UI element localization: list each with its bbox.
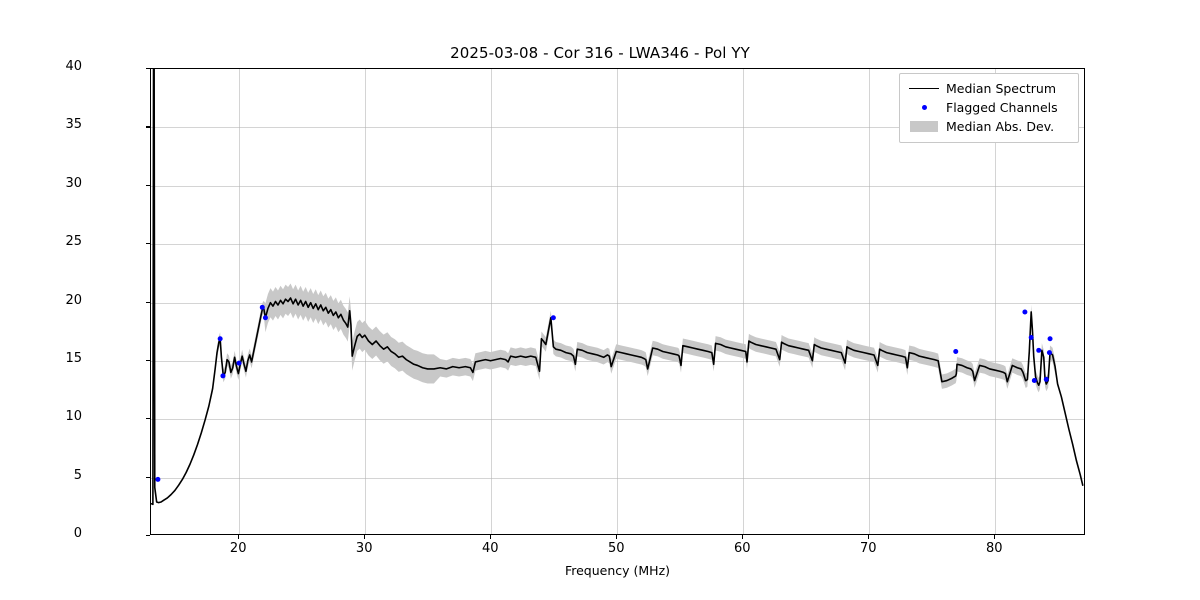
flagged-channel-dot[interactable]: [953, 348, 959, 354]
flagged-channel-dot[interactable]: [1047, 336, 1053, 342]
line-swatch-icon: [907, 79, 941, 98]
legend-item-median-spectrum: Median Spectrum: [907, 79, 1071, 98]
legend-item-flagged-channels: Flagged Channels: [907, 98, 1071, 117]
gridline-vertical: [239, 69, 241, 534]
grid-layer: [151, 69, 1084, 534]
y-tick-mark: [146, 243, 150, 245]
flagged-channel-dot[interactable]: [1036, 347, 1042, 353]
flagged-channel-markers[interactable]: [155, 304, 1053, 482]
flagged-channel-dot[interactable]: [550, 315, 556, 321]
chart-title: 2025-03-08 - Cor 316 - LWA346 - Pol YY: [450, 44, 750, 62]
gridline-vertical: [995, 69, 997, 534]
y-tick-label: 0: [73, 526, 82, 541]
y-tick-mark: [146, 359, 150, 362]
gridline-vertical: [743, 69, 745, 534]
y-tick-mark: [146, 535, 150, 537]
x-tick-mark: [742, 535, 744, 539]
x-tick-label: 80: [985, 541, 1003, 556]
flagged-channel-dot[interactable]: [1031, 378, 1037, 384]
y-tick-mark: [146, 68, 150, 70]
gridline-vertical: [617, 69, 619, 534]
dot-swatch-icon: [907, 98, 941, 117]
data-layer: [151, 69, 1084, 506]
x-tick-label: 70: [859, 541, 877, 556]
flagged-channel-dot[interactable]: [259, 304, 265, 310]
flagged-channel-dot[interactable]: [155, 476, 161, 482]
legend-label: Flagged Channels: [946, 100, 1058, 115]
y-tick-label: 25: [65, 234, 82, 250]
y-tick-label: 10: [65, 409, 82, 425]
y-tick-label: 30: [65, 175, 82, 191]
flagged-channel-dot[interactable]: [1028, 335, 1034, 341]
x-tick-label: 30: [355, 541, 373, 556]
gridline-vertical: [365, 69, 367, 534]
y-tick-mark: [146, 126, 150, 128]
legend-label: Median Abs. Dev.: [946, 119, 1055, 134]
x-axis-label: Frequency (MHz): [564, 563, 671, 578]
y-tick-label: 40: [65, 59, 82, 74]
y-tick-mark: [146, 476, 150, 478]
x-tick-mark: [868, 535, 870, 539]
median-spectrum-line: [151, 69, 1084, 506]
plot-area: [150, 68, 1085, 535]
flagged-channel-dot[interactable]: [1022, 309, 1028, 315]
gridline-vertical: [869, 69, 871, 534]
flagged-channel-dot[interactable]: [1046, 350, 1052, 356]
x-tick-mark: [490, 535, 492, 539]
x-tick-label: 40: [481, 541, 499, 556]
y-tick-mark: [146, 418, 150, 420]
x-tick-mark: [238, 535, 240, 539]
flagged-channel-dot[interactable]: [217, 336, 223, 342]
legend-label: Median Spectrum: [946, 81, 1057, 96]
x-tick-label: 50: [607, 541, 625, 556]
x-tick-label: 20: [229, 541, 247, 556]
y-tick-label: 5: [73, 467, 82, 483]
y-tick-label: 35: [65, 117, 82, 133]
y-tick-mark: [146, 301, 150, 303]
legend-item-median-abs-dev: Median Abs. Dev.: [907, 117, 1071, 136]
flagged-channel-dot[interactable]: [262, 315, 268, 321]
y-tick-label: 20: [65, 292, 82, 308]
chart-legend: Median Spectrum Flagged Channels Median …: [899, 73, 1079, 143]
flagged-channel-dot[interactable]: [1043, 376, 1049, 382]
flagged-channel-dot[interactable]: [220, 373, 226, 379]
x-tick-mark: [994, 535, 996, 539]
patch-swatch-icon: [907, 117, 941, 136]
x-tick-mark: [616, 535, 618, 539]
x-tick-mark: [364, 535, 366, 539]
x-tick-label: 60: [733, 541, 751, 556]
flagged-channel-dot[interactable]: [236, 360, 242, 366]
y-tick-mark: [146, 184, 150, 186]
y-tick-label: 15: [65, 350, 82, 366]
median-abs-dev-band: [151, 283, 1083, 505]
gridline-vertical: [491, 69, 493, 534]
